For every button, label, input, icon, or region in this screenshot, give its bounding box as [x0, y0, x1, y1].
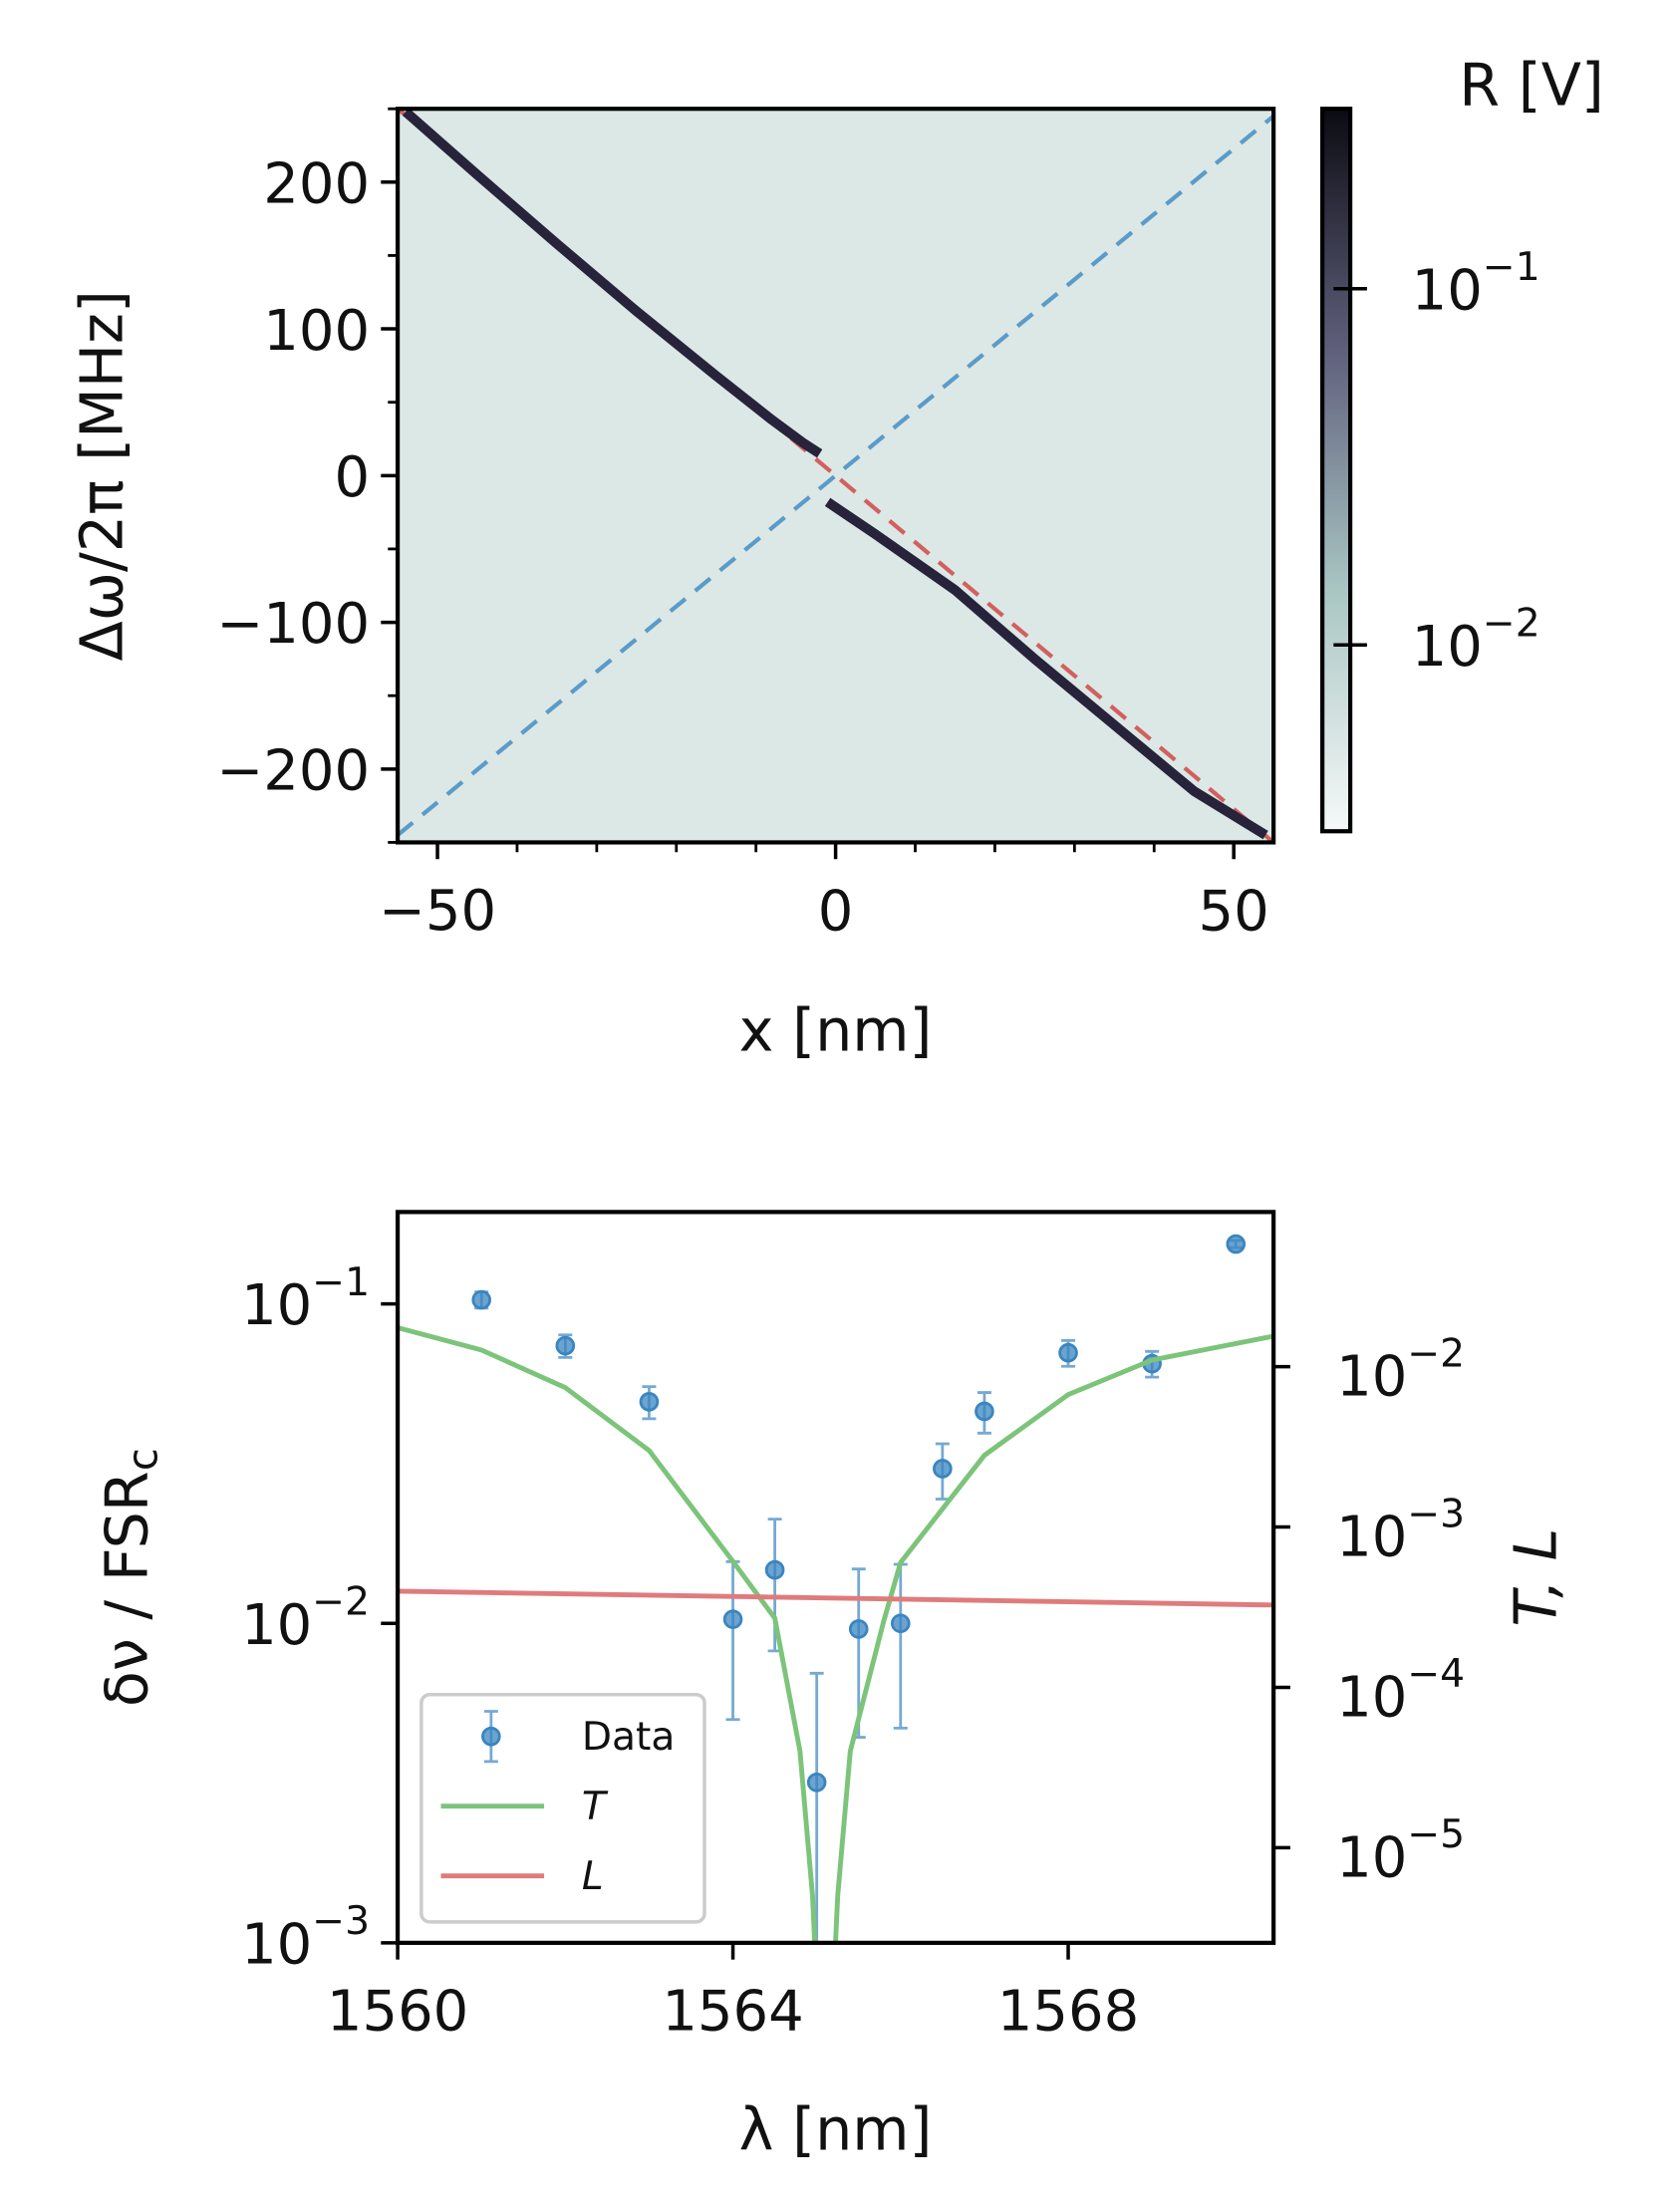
tick-base: 10 — [241, 1913, 312, 1978]
tick-base: 10 — [1412, 615, 1483, 680]
tick-label: 10−1 — [241, 1260, 370, 1339]
tick-label: 1568 — [997, 1980, 1139, 2045]
colorbar — [1320, 107, 1353, 834]
tick-base: 10 — [1336, 1825, 1407, 1890]
tick-exponent: −3 — [312, 1899, 370, 1944]
tick-label: 10−4 — [1336, 1652, 1465, 1731]
data-point — [806, 1772, 827, 1793]
tick-label: 10−1 — [1412, 245, 1540, 324]
y-axis-label-main: δν / FSR — [93, 1471, 161, 1707]
tick-exponent: −5 — [1407, 1812, 1465, 1857]
tick-exponent: −1 — [312, 1260, 370, 1305]
tick-base: −100 — [216, 592, 370, 657]
tick-base: 10 — [241, 1273, 312, 1338]
tick-exponent: −2 — [1483, 601, 1540, 646]
data-point — [471, 1289, 491, 1310]
y-axis-label: δν / FSRc — [93, 1448, 166, 1707]
tick-label: 50 — [1199, 879, 1269, 944]
tick-label: 10−2 — [241, 1579, 370, 1658]
tick-label: 10−5 — [1336, 1812, 1465, 1891]
y-axis-label: Δω/2π [MHz] — [68, 290, 137, 661]
tick-label: −100 — [216, 592, 370, 657]
curve — [398, 1325, 1274, 1943]
tick-label: 0 — [818, 879, 854, 944]
tick-base: 10 — [241, 1593, 312, 1658]
tick-base: −50 — [379, 879, 496, 944]
tick-exponent: −1 — [1483, 245, 1540, 290]
data-point — [639, 1392, 660, 1412]
tick-label: −200 — [216, 739, 370, 804]
data-point — [764, 1559, 785, 1580]
tick-label: 1564 — [662, 1980, 803, 2045]
x-axis-label: λ [nm] — [739, 2095, 933, 2164]
trace — [402, 109, 1268, 840]
data-point — [848, 1619, 869, 1639]
tick-label: 10−3 — [241, 1899, 370, 1978]
error-bar — [893, 1562, 908, 1730]
tick-label: 10−2 — [1336, 1331, 1465, 1410]
tick-base: 10 — [1336, 1666, 1407, 1731]
data-point — [722, 1609, 743, 1629]
tick-label: 10−3 — [1336, 1492, 1465, 1570]
error-bar — [809, 1671, 824, 1943]
y-axis-label-sub: c — [118, 1448, 166, 1471]
data-point — [890, 1613, 911, 1634]
tick-exponent: −2 — [1407, 1331, 1465, 1376]
x-axis-label: x [nm] — [739, 996, 933, 1065]
tick-label: 10−2 — [1412, 601, 1540, 680]
legend-marker — [481, 1726, 501, 1747]
tick-base: 10 — [1336, 1345, 1407, 1410]
tick-exponent: −3 — [1407, 1492, 1465, 1536]
tick-base: 10 — [1412, 259, 1483, 324]
tick-base: 10 — [1336, 1506, 1407, 1570]
tick-exponent: −4 — [1407, 1652, 1465, 1697]
fit-line — [398, 114, 1274, 837]
data-point — [1226, 1234, 1247, 1254]
tick-label: −50 — [379, 879, 496, 944]
y2-axis-label: T, L — [1502, 1528, 1570, 1627]
tick-label: 200 — [263, 152, 370, 217]
legend-label: L — [582, 1854, 604, 1899]
tick-base: −200 — [216, 739, 370, 804]
legend-label: T — [582, 1785, 609, 1829]
data-point — [933, 1459, 953, 1479]
tick-label: 100 — [263, 299, 370, 364]
data-point — [555, 1335, 576, 1356]
plot-area — [398, 1234, 1274, 1943]
tick-label: 1560 — [327, 1980, 468, 2045]
data-point — [975, 1401, 994, 1422]
tick-label: 0 — [334, 445, 370, 510]
plot-frame — [395, 1210, 1276, 1945]
data-point — [1058, 1342, 1078, 1363]
error-bar — [725, 1559, 740, 1722]
plot-area — [398, 109, 1274, 843]
legend-label: Data — [582, 1715, 676, 1760]
plot-frame — [395, 107, 1276, 845]
curve — [398, 1588, 1274, 1608]
tick-exponent: −2 — [312, 1579, 370, 1624]
colorbar-label: R [V] — [1459, 51, 1604, 120]
